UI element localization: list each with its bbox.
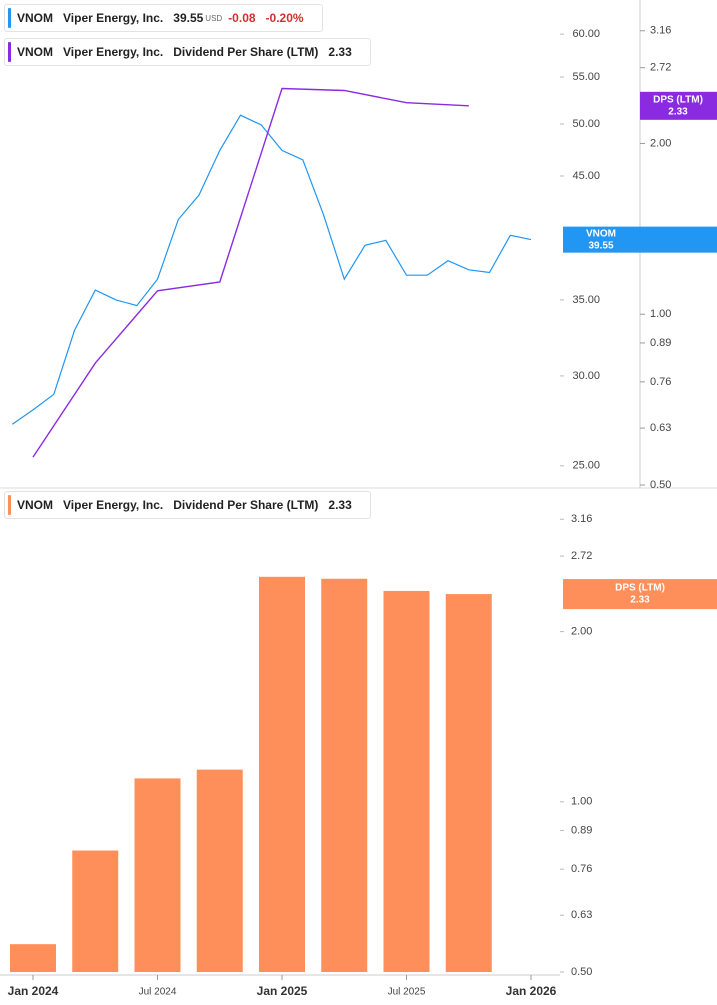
dps-legend: VNOM Viper Energy, Inc. Dividend Per Sha… xyxy=(4,38,371,66)
y2-tick-label: 3.16 xyxy=(650,25,671,37)
y-tick-label: 0.50 xyxy=(571,966,592,978)
value-tag xyxy=(640,91,717,120)
y2-tick-label: 0.76 xyxy=(650,376,671,388)
company: Viper Energy, Inc. xyxy=(63,11,164,25)
y2-tick-label: 2.00 xyxy=(650,137,671,149)
legend-swatch xyxy=(8,42,11,62)
series-line xyxy=(32,87,469,458)
ticker: VNOM xyxy=(17,11,53,25)
bar xyxy=(72,850,119,972)
y2-tick-label: 2.72 xyxy=(650,62,671,74)
series-name: Dividend Per Share (LTM) xyxy=(173,498,319,512)
bar-legend: VNOM Viper Energy, Inc. Dividend Per Sha… xyxy=(4,491,371,519)
x-tick-label: Jan 2025 xyxy=(257,984,308,998)
y2-tick-label: 1.00 xyxy=(650,308,671,320)
y-tick-label: 3.16 xyxy=(571,513,592,525)
bar xyxy=(10,944,56,972)
ticker: VNOM xyxy=(17,498,53,512)
y-tick-label: 2.00 xyxy=(571,625,592,637)
bar xyxy=(321,578,368,972)
price: 39.55 xyxy=(173,11,204,25)
y-tick-label: 2.72 xyxy=(571,550,592,562)
tag-value: 2.33 xyxy=(630,595,650,606)
x-tick-label: Jan 2026 xyxy=(506,984,557,998)
tag-value: 39.55 xyxy=(588,240,613,251)
y2-tick-label: 0.63 xyxy=(650,422,671,434)
legend-swatch xyxy=(8,495,11,515)
currency: USD xyxy=(205,13,223,23)
tag-label: DPS (LTM) xyxy=(653,94,703,105)
y-tick-label: 30.00 xyxy=(572,370,600,382)
y-tick-label: 60.00 xyxy=(572,28,600,40)
legend-swatch xyxy=(8,8,11,28)
company: Viper Energy, Inc. xyxy=(63,498,164,512)
value-tag xyxy=(563,579,717,610)
y-tick-label: 45.00 xyxy=(572,170,600,182)
y-tick-label: 0.89 xyxy=(571,824,592,836)
series-line xyxy=(11,114,532,425)
y-tick-label: 50.00 xyxy=(572,118,600,130)
series-name: Dividend Per Share (LTM) xyxy=(173,45,319,59)
y-tick-label: 55.00 xyxy=(572,71,600,83)
y-tick-label: 25.00 xyxy=(572,460,600,472)
tag-label: DPS (LTM) xyxy=(615,583,665,594)
last-value: 2.33 xyxy=(328,45,352,59)
change-pct: -0.20% xyxy=(265,11,304,25)
y-tick-label: 1.00 xyxy=(571,796,592,808)
y-tick-label: 0.63 xyxy=(571,909,592,921)
change: -0.08 xyxy=(228,11,256,25)
bar xyxy=(383,590,430,972)
bar xyxy=(259,576,305,972)
company: Viper Energy, Inc. xyxy=(63,45,164,59)
value-tag xyxy=(563,226,717,253)
y-tick-label: 0.76 xyxy=(571,863,592,875)
x-tick-label: Jul 2025 xyxy=(388,987,426,998)
bar xyxy=(196,769,243,972)
y-tick-label: 35.00 xyxy=(572,294,600,306)
bar xyxy=(134,778,181,972)
bar xyxy=(445,594,492,972)
y2-tick-label: 0.50 xyxy=(650,479,671,491)
tag-label: VNOM xyxy=(586,228,616,239)
x-tick-label: Jul 2024 xyxy=(139,987,177,998)
last-value: 2.33 xyxy=(328,498,352,512)
price-legend: VNOM Viper Energy, Inc. 39.55 USD -0.08 … xyxy=(4,4,323,32)
x-tick-label: Jan 2024 xyxy=(8,984,59,998)
tag-value: 2.33 xyxy=(668,106,688,117)
ticker: VNOM xyxy=(17,45,53,59)
y2-tick-label: 0.89 xyxy=(650,337,671,349)
